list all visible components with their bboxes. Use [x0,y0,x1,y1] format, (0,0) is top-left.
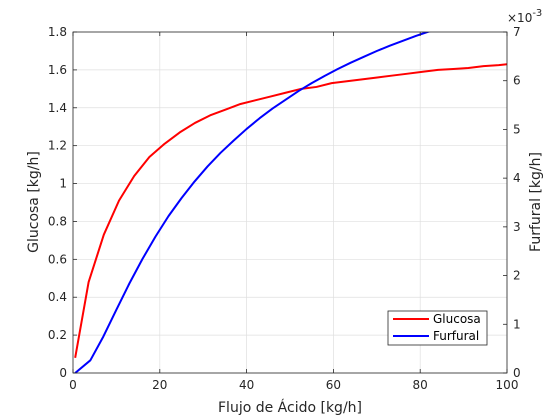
series-line-glucosa [74,63,507,359]
tick-labels: 0 20 40 60 80 10000.20.40.60.811.21.41.61.801… [48,25,521,392]
y-right-tick-label: 0 [513,366,521,380]
right-axis-exponent-power: -3 [532,8,542,19]
legend: Glucosa Furfural [387,310,488,346]
right-axis-exponent-base: ×10 [507,11,532,25]
y-right-tick-label: 2 [513,269,521,283]
plot-frame [72,31,508,374]
legend-box [387,310,488,346]
y-left-tick-label: 1.8 [48,25,67,39]
y-left-tick-label: 1.6 [48,63,67,77]
y-left-tick-label: 0 [59,366,67,380]
y-left-tick-label: 0.4 [48,290,67,304]
legend-label-glucosa: Glucosa [433,312,481,326]
y-left-tick-label: 0.6 [48,252,67,266]
x-tick-label: 0 [69,378,77,392]
x-tick-label: 100 [496,378,519,392]
x-axis-label: Flujo de Ácido [kg/h] [218,399,362,416]
x-tick-label: 80 [413,378,428,392]
x-tick-label: 40 [239,378,254,392]
y-right-tick-label: 5 [513,122,521,136]
legend-label-furfural: Furfural [433,329,479,343]
y-axis-left-label: Glucosa [kg/h] [26,151,42,253]
x-tick-label: 20 [152,378,167,392]
y-right-tick-label: 6 [513,74,521,88]
y-right-tick-label: 1 [513,317,521,331]
y-left-tick-label: 1 [59,177,67,191]
y-right-tick-label: 4 [513,171,521,185]
series-line-furfural [74,32,431,373]
y-left-tick-label: 0.2 [48,328,67,342]
y-left-tick-label: 0.8 [48,214,67,228]
x-tick-label: 60 [326,378,341,392]
tick-marks [72,31,508,374]
y-axis-right-label: Furfural [kg/h] [528,152,544,252]
y-left-tick-label: 1.4 [48,101,67,115]
series-layer [74,32,507,373]
grid-lines [72,31,508,374]
right-axis-exponent: ×10-3 [507,8,542,25]
y-left-tick-label: 1.2 [48,139,67,153]
y-right-tick-label: 3 [513,220,521,234]
y-right-tick-label: 7 [513,25,521,39]
